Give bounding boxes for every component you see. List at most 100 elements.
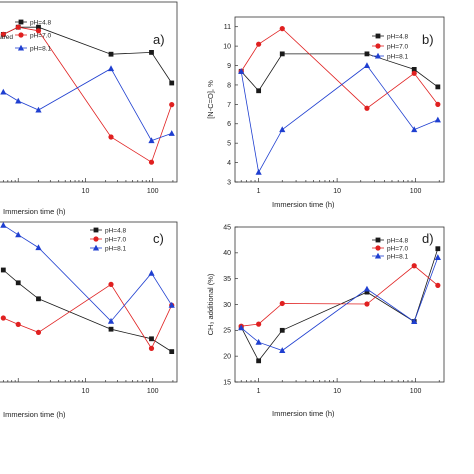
chart-panel-1: 10 100 Immersion time (h) pH=4.8 pH=7.0 pH=8.… [0,1,178,216]
series-line [3,68,172,142]
legend-label: pH=4.8 [387,33,409,40]
legend: pH=4.8pH=7.0pH=8.1 [90,227,127,252]
data-point [256,41,262,47]
legend: pH=4.8pH=7.0pH=8.1 [372,237,409,260]
data-point [35,28,42,34]
series-pH=8.1 [0,221,175,324]
y-tick-label: 25 [223,328,231,335]
y-tick-label: 5 [227,141,231,148]
data-point [0,88,7,95]
legend-label: pH=7.0 [30,32,52,39]
data-point [107,317,115,324]
data-point [168,301,175,308]
series-line [240,64,438,174]
data-point [279,327,285,333]
y-tick-label: 40 [223,250,231,257]
series-line [3,26,173,163]
data-point [256,321,262,327]
data-point [411,263,417,269]
data-point [108,51,114,57]
data-point [279,26,285,32]
x-tick-label: 10 [82,188,90,195]
y-axis-label: [N-C=O], % [206,80,215,119]
x-tick-label: 10 [333,388,341,395]
data-point [363,285,371,292]
y-tick-label: 6 [227,121,231,128]
legend-marker [374,52,382,59]
y-axis-label: CH₃ additional (%) [206,273,215,335]
legend-marker [375,43,381,49]
data-point [35,106,42,113]
legend-label: pH=8.1 [387,253,409,260]
series-pH=8.1 [0,65,175,144]
x-tick-label: 10 [82,388,90,395]
data-point [411,70,417,76]
data-point [148,345,155,351]
legend-marker [375,245,381,251]
series-pH=7.0 [0,281,175,351]
data-point [35,244,42,251]
x-tick-label: 100 [410,388,422,395]
data-point [279,300,285,307]
y-tick-label: 9 [227,63,231,70]
data-point [15,231,22,238]
x-tick-label: 1 [257,188,261,195]
data-point [434,116,441,123]
panel-label: a) [153,32,165,47]
data-point [0,315,6,321]
data-point [411,67,417,72]
plot-frame [0,221,178,383]
chart-panel-4: 1 10 100 15 20 25 30 35 40 45 CH₃ additional (%) Im… [206,224,445,418]
series-line [240,28,439,109]
series-line [3,224,173,322]
x-axis-label: Immersion time (h) [3,410,66,419]
legend-marker [18,19,24,25]
data-point [411,318,418,325]
data-point [148,269,155,276]
series-pH=8.1 [238,62,441,175]
series-pH=4.8 [238,51,441,94]
legend: pH=4.8pH=7.0pH=8.1 [15,19,52,52]
data-point [279,347,286,353]
data-point [0,31,6,37]
data-point [411,126,418,133]
legend: pH=4.8 pH=7.0 pH=8.1 [372,33,409,60]
legend-marker [375,237,381,243]
y-tick-label: 20 [223,354,231,361]
x-axis-label: Immersion time (h) [272,200,335,209]
data-point [364,301,370,307]
chart-panel-2: 1 10 100 3 4 5 6 7 8 9 10 11 [N-C=O], % Immersion tim… [206,16,445,209]
x-axis-label: Immersion time (h) [3,207,66,216]
data-point [149,50,154,55]
data-point [364,105,370,111]
series-line [3,269,172,352]
series-line [240,257,439,351]
plot-frame [0,1,178,183]
legend-marker [92,244,100,251]
y-tick-label: 30 [223,302,231,309]
data-point [169,102,175,108]
legend-marker [93,227,99,233]
x-tick-label: 100 [410,188,422,195]
data-point [148,159,155,165]
data-point [108,326,114,332]
data-point [256,88,262,94]
data-point [107,65,115,72]
panel-label: c) [153,231,164,246]
data-point [255,338,262,345]
series-pH=4.8 [0,24,175,86]
y-tick-label: 35 [223,276,231,283]
panel-label: b) [422,32,434,47]
legend-label: pH=8.1 [387,53,409,60]
data-point [363,62,371,69]
legend-label: pH=7.0 [387,43,409,50]
data-point [364,51,370,57]
chart-panel-3: 10 100 Immersion time (h) pH=4.8 pH=7.0 pH=8.… [0,221,178,419]
legend-label: pH=4.8 [387,237,409,244]
series-line [3,26,173,84]
data-point [255,168,262,175]
y-tick-label: 3 [227,179,231,186]
data-point [435,246,441,252]
legend-fragment: ared [0,34,13,41]
data-point [279,126,286,133]
